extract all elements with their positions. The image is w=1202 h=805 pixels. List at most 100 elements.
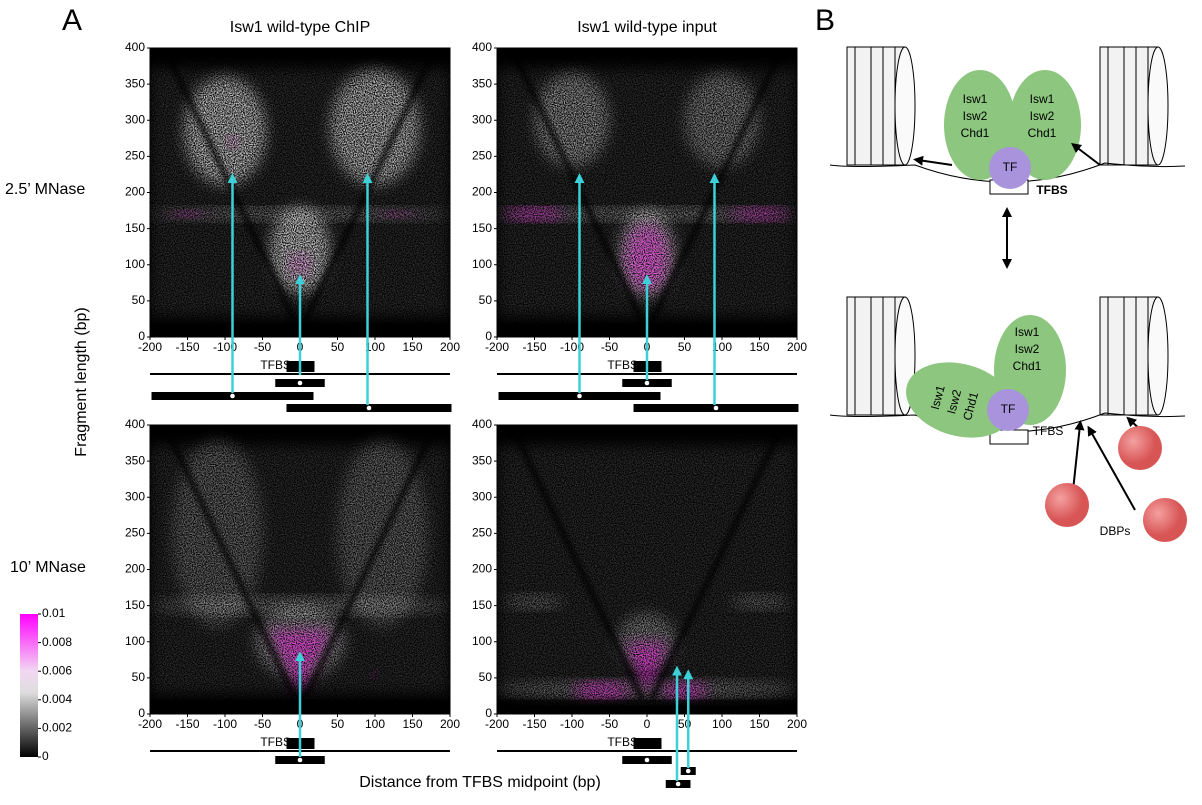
fragment-mid — [297, 757, 303, 763]
y-tick-label: 350 — [472, 76, 492, 90]
x-tick-label: 0 — [644, 717, 651, 731]
v-edge — [508, 425, 646, 701]
nucleosome — [846, 46, 916, 166]
tfbs-label: TFBS — [607, 358, 638, 372]
tfbs-label: TFBS — [260, 735, 291, 749]
fragment-mid — [685, 768, 691, 774]
y-tick-label: 50 — [479, 670, 493, 684]
colorbar-label: 0.004 — [42, 692, 72, 706]
x-tick-label: 150 — [402, 717, 422, 731]
fragment-mid — [577, 393, 582, 399]
panel-label: B — [815, 4, 835, 37]
y-tick-label: 300 — [472, 489, 492, 503]
v-edge — [508, 48, 646, 324]
y-tick-label: 400 — [472, 40, 492, 54]
dbp — [1118, 426, 1162, 470]
density — [497, 207, 797, 221]
v-edge — [161, 425, 299, 701]
colorbar-label: 0.01 — [42, 606, 66, 620]
x-tick-label: 100 — [365, 717, 385, 731]
y-tick-label: 50 — [132, 293, 146, 307]
label: Chd1 — [961, 126, 990, 140]
y-tick-label: 400 — [472, 417, 492, 431]
tfbs-box — [633, 738, 662, 749]
label: Chd1 — [1028, 126, 1057, 140]
tf — [987, 389, 1029, 431]
density — [183, 76, 267, 186]
x-axis-label: Distance from TFBS midpoint (bp) — [359, 774, 601, 791]
y-tick-label: 400 — [125, 40, 145, 54]
heatmap — [497, 48, 797, 337]
y-tick-label: 150 — [472, 598, 492, 612]
x-tick-label: 150 — [749, 340, 769, 354]
x-tick-label: -50 — [601, 717, 619, 731]
y-tick-label: 200 — [472, 185, 492, 199]
x-tick-label: 100 — [712, 340, 732, 354]
y-tick-label: 0 — [138, 706, 145, 720]
v-edge — [301, 48, 439, 324]
y-tick-label: 200 — [125, 562, 145, 576]
label: Chd1 — [1013, 359, 1042, 373]
x-tick-label: 50 — [331, 717, 345, 731]
x-tick-label: -50 — [254, 717, 272, 731]
density — [626, 643, 668, 696]
x-tick-label: -100 — [560, 717, 584, 731]
density — [626, 225, 668, 291]
label: Isw2 — [963, 109, 988, 123]
density — [729, 207, 790, 221]
x-tick-label: 50 — [331, 340, 345, 354]
nucleosome — [1099, 296, 1169, 416]
y-tick-label: 100 — [125, 634, 145, 648]
label: Isw1 — [928, 383, 948, 411]
y-tick-label: 100 — [472, 257, 492, 271]
label: Isw1 — [1030, 92, 1055, 106]
density — [226, 136, 239, 148]
tfbs-label: TFBS — [607, 735, 638, 749]
panel-label: A — [62, 4, 82, 37]
y-tick-label: 0 — [138, 329, 145, 343]
arrow — [1071, 142, 1101, 166]
x-tick-label: -50 — [254, 340, 272, 354]
x-tick-label: -100 — [560, 340, 584, 354]
x-tick-label: -150 — [522, 340, 546, 354]
x-tick-label: -50 — [601, 340, 619, 354]
y-tick-label: 0 — [485, 706, 492, 720]
density — [534, 73, 610, 168]
density — [504, 207, 565, 221]
colorbar-label: 0.008 — [42, 635, 72, 649]
fragment-mid — [713, 405, 719, 411]
y-tick-label: 50 — [132, 670, 146, 684]
density — [270, 206, 330, 294]
density — [378, 210, 417, 218]
arrow — [1087, 425, 1136, 511]
heatmap-panel: -200-150-100-500501001502000501001502002… — [125, 417, 460, 764]
y-tick-label: 150 — [125, 221, 145, 235]
y-tick-label: 300 — [125, 112, 145, 126]
x-tick-label: -100 — [213, 717, 237, 731]
density — [168, 210, 207, 218]
label: Isw2 — [1030, 109, 1055, 123]
arrow — [913, 155, 953, 166]
label: TFBS — [1036, 183, 1067, 197]
panel-b: B Isw1Isw2Chd1Isw1Isw2Chd1Isw1Isw2Chd1Is… — [815, 4, 1187, 542]
y-tick-label: 400 — [125, 417, 145, 431]
x-tick-label: 200 — [787, 340, 807, 354]
y-axis-label: Fragment length (bp) — [73, 307, 90, 456]
y-tick-label: 300 — [125, 489, 145, 503]
heatmap — [150, 425, 450, 714]
y-tick-label: 100 — [125, 257, 145, 271]
label: Isw2 — [1015, 342, 1040, 356]
x-tick-label: 150 — [402, 340, 422, 354]
nucleosome — [846, 296, 916, 416]
y-tick-label: 350 — [472, 453, 492, 467]
y-tick-label: 300 — [472, 112, 492, 126]
x-tick-label: 50 — [678, 340, 692, 354]
dbp — [1143, 498, 1187, 542]
dbp — [1045, 483, 1089, 527]
remodeler — [906, 362, 1014, 438]
density — [288, 253, 312, 276]
